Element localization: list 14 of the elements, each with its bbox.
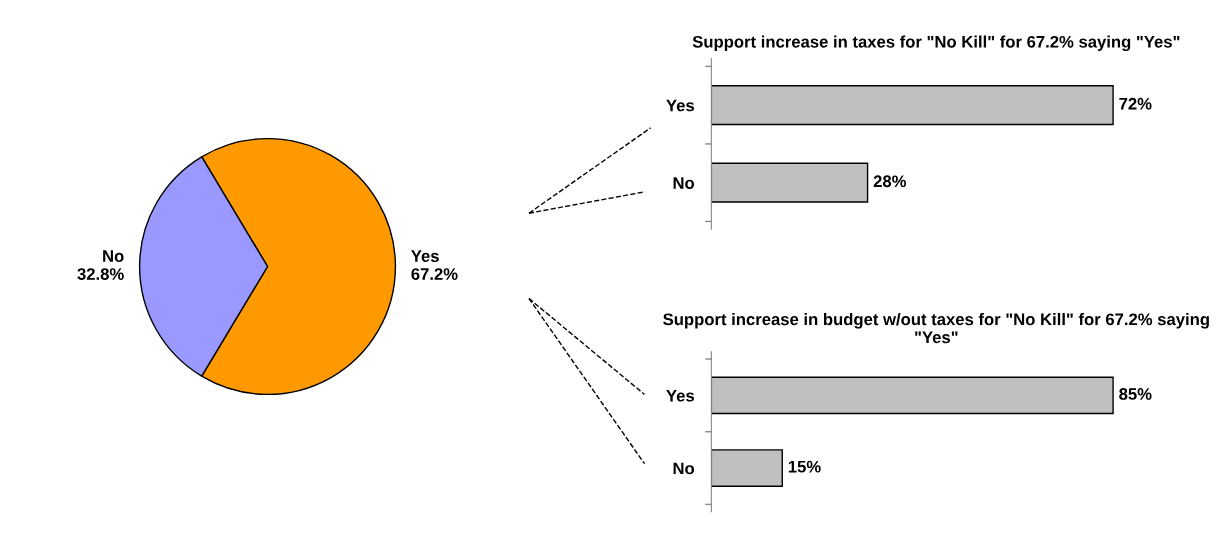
slice-label: No xyxy=(103,250,124,262)
data-label: 15% xyxy=(788,460,821,473)
y-tick-label: No xyxy=(673,462,695,475)
y-tick-label: Yes xyxy=(666,389,695,402)
data-label: 72% xyxy=(1119,97,1152,110)
slice-label: Yes xyxy=(411,250,439,262)
y-tick-label: Yes xyxy=(666,99,695,112)
data-label: 32.8% xyxy=(77,268,124,280)
data-label: 85% xyxy=(1119,388,1152,400)
data-label: 67.2% xyxy=(411,268,458,280)
chart-title: Support increase in budget w/out taxes for "No Kill" for 67.2% saying "Yes" xyxy=(663,312,1209,344)
chart-title: Support increase in taxes for "No Kill" for 67.2% saying "Yes" xyxy=(692,35,1180,52)
data-label: 28% xyxy=(873,175,907,188)
y-tick-label: No xyxy=(673,177,695,189)
